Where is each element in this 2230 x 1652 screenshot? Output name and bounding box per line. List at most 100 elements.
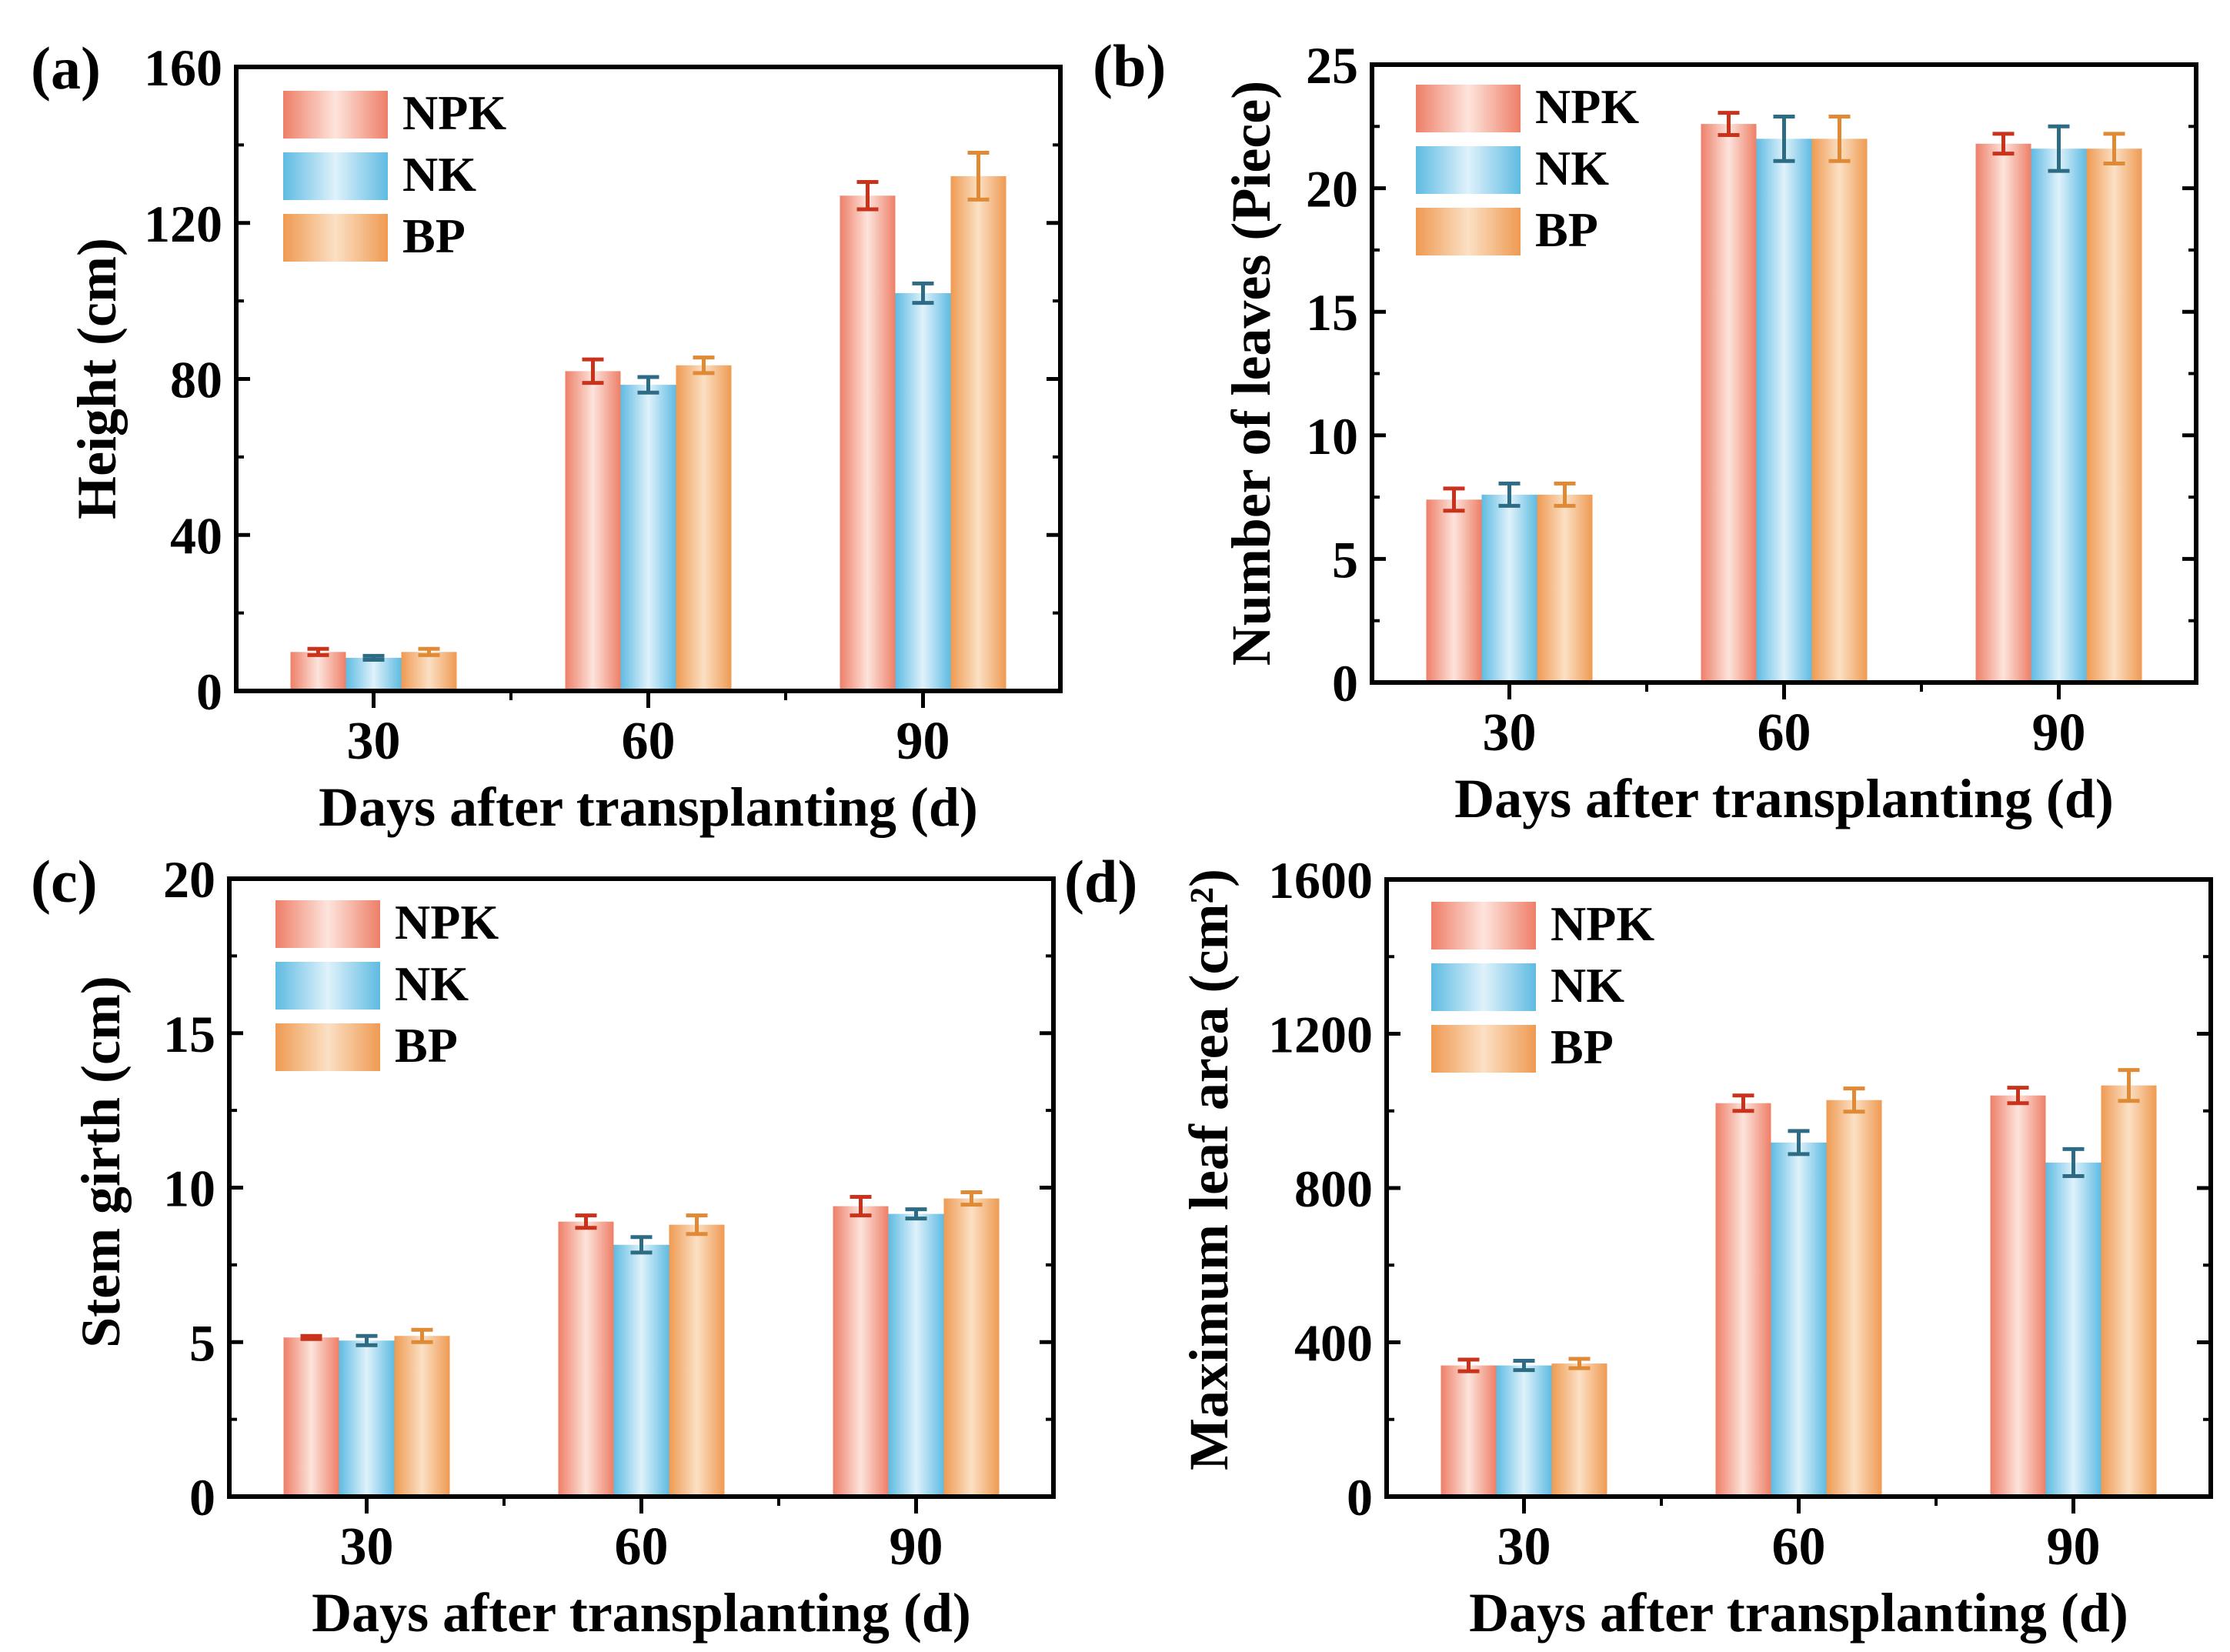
bar-bp xyxy=(401,652,457,691)
bar-npk xyxy=(840,195,896,692)
x-axis-label: Days after transplanting (d) xyxy=(1469,1582,2128,1644)
bar-bp xyxy=(676,365,732,691)
legend-swatch-bp xyxy=(283,214,388,262)
legend-swatch-nk xyxy=(283,152,388,200)
legend-swatch-npk xyxy=(283,91,388,139)
y-tick-label: 40 xyxy=(170,506,222,565)
x-axis-label: Days after transplanting (d) xyxy=(319,776,978,838)
y-tick-label: 10 xyxy=(163,1160,215,1218)
bar-nk xyxy=(1771,1142,1827,1497)
y-tick-label: 400 xyxy=(1294,1314,1373,1373)
legend-label-nk: NK xyxy=(1551,958,1624,1013)
y-tick-label: 1600 xyxy=(1268,851,1373,909)
legend-label-nk: NK xyxy=(402,147,476,202)
legend-swatch-bp xyxy=(1431,1025,1536,1073)
bar-bp xyxy=(394,1336,450,1497)
legend-swatch-bp xyxy=(275,1023,380,1071)
bar-bp xyxy=(2101,1085,2157,1497)
y-tick-label: 120 xyxy=(144,195,222,253)
y-tick-label: 0 xyxy=(196,662,222,721)
y-tick-label: 25 xyxy=(1306,36,1358,95)
legend-swatch-npk xyxy=(1416,85,1521,132)
y-tick-label: 15 xyxy=(1306,283,1358,342)
y-tick-label: 1200 xyxy=(1268,1006,1373,1064)
bar-nk xyxy=(1481,494,1537,682)
legend-swatch-npk xyxy=(275,900,380,948)
y-tick-label: 20 xyxy=(1306,160,1358,219)
x-tick-label: 60 xyxy=(1772,1517,1826,1577)
y-tick-label: 20 xyxy=(163,850,215,909)
bar-nk xyxy=(888,1213,944,1497)
bar-nk xyxy=(2031,149,2087,682)
x-axis-label: Days after transplanting (d) xyxy=(312,1582,971,1644)
bar-nk xyxy=(613,1244,669,1497)
bar-bp xyxy=(2086,149,2142,682)
bar-nk xyxy=(346,657,402,691)
bar-bp xyxy=(1811,139,1868,683)
x-tick-label: 30 xyxy=(340,1517,394,1577)
legend-swatch-nk xyxy=(1431,963,1536,1011)
legend-swatch-nk xyxy=(1416,146,1521,194)
bar-bp xyxy=(943,1198,1000,1497)
bar-bp xyxy=(950,175,1007,692)
y-axis-label: Height (cm) xyxy=(66,238,128,519)
x-axis-label: Days after transplanting (d) xyxy=(1454,768,2114,829)
x-tick-label: 90 xyxy=(890,1517,943,1577)
x-tick-label: 60 xyxy=(615,1517,669,1577)
legend-label-bp: BP xyxy=(1535,202,1598,257)
y-tick-label: 0 xyxy=(1332,654,1358,713)
legend-label-bp: BP xyxy=(402,209,466,263)
bar-npk xyxy=(1701,124,1757,682)
legend-label-npk: NPK xyxy=(1535,79,1639,134)
bar-nk xyxy=(1496,1365,1552,1497)
bar-npk xyxy=(1990,1095,2046,1497)
legend-label-npk: NPK xyxy=(1551,896,1654,951)
bar-npk xyxy=(565,371,621,691)
legend-label-npk: NPK xyxy=(402,85,506,140)
x-tick-label: 30 xyxy=(347,712,401,771)
panel-label: (b) xyxy=(1093,32,1166,99)
bar-nk xyxy=(620,385,676,691)
legend-label-bp: BP xyxy=(1551,1020,1614,1074)
legend-swatch-npk xyxy=(1431,902,1536,949)
legend-label-nk: NK xyxy=(1535,141,1609,195)
legend-label-bp: BP xyxy=(395,1018,458,1073)
bar-npk xyxy=(290,652,346,691)
x-tick-label: 30 xyxy=(1483,703,1537,763)
bar-npk xyxy=(1975,143,2031,682)
bar-nk xyxy=(339,1340,395,1497)
y-tick-label: 5 xyxy=(1332,530,1358,589)
panel-label: (d) xyxy=(1064,848,1137,915)
x-tick-label: 60 xyxy=(1758,703,1811,763)
bar-npk xyxy=(1440,1365,1497,1497)
bar-bp xyxy=(669,1224,725,1497)
panel-label: (c) xyxy=(31,848,98,915)
x-tick-label: 90 xyxy=(2047,1517,2101,1577)
x-tick-label: 90 xyxy=(2032,703,2086,763)
x-tick-label: 60 xyxy=(622,712,676,771)
bar-bp xyxy=(1826,1100,1882,1497)
legend-label-npk: NPK xyxy=(395,895,499,949)
y-tick-label: 160 xyxy=(144,38,222,97)
y-axis-label: Stem girth (cm) xyxy=(70,976,132,1348)
bar-nk xyxy=(895,292,951,691)
legend-swatch-nk xyxy=(275,962,380,1010)
bar-nk xyxy=(2045,1162,2101,1497)
plot-frame xyxy=(234,65,1063,693)
panel-label: (a) xyxy=(31,35,101,102)
y-tick-label: 0 xyxy=(1347,1468,1373,1527)
y-axis-label: Number of leaves (Piece) xyxy=(1220,81,1282,666)
plot-frame xyxy=(1384,877,2213,1499)
bar-npk xyxy=(283,1337,339,1497)
x-tick-label: 90 xyxy=(896,712,950,771)
y-tick-label: 0 xyxy=(189,1468,215,1527)
legend-label-nk: NK xyxy=(395,956,469,1011)
bar-bp xyxy=(1537,494,1593,682)
bar-nk xyxy=(1756,139,1812,683)
x-tick-label: 30 xyxy=(1497,1517,1551,1577)
